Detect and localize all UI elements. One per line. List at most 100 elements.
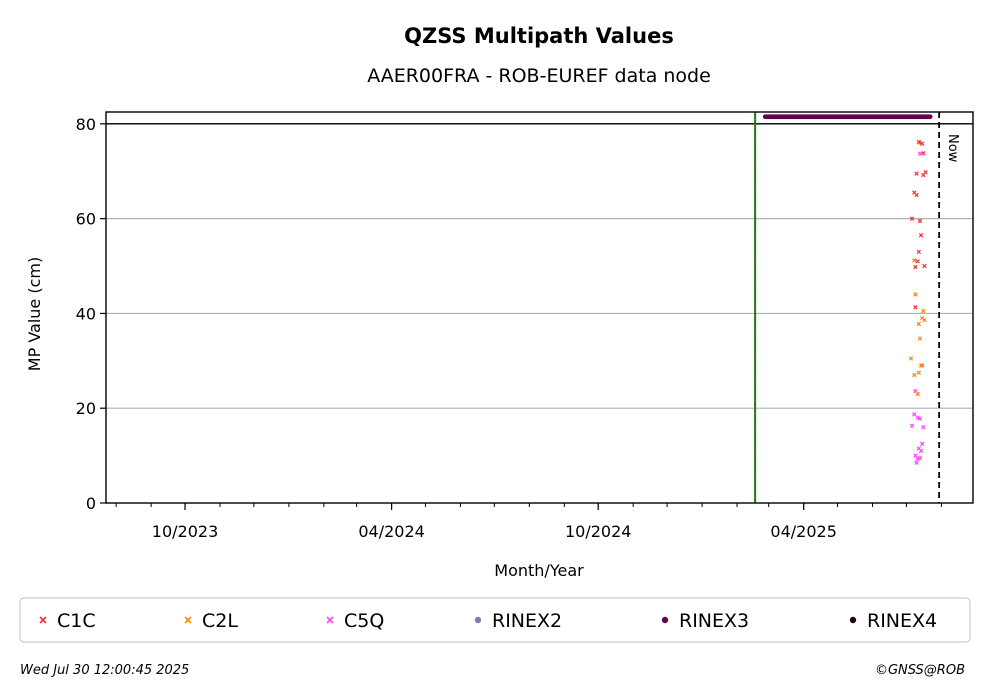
point-c2l-stroke <box>912 372 917 378</box>
legend-label: C5Q <box>344 610 384 632</box>
legend-item-rinex3: RINEX3 <box>661 610 749 632</box>
point-c2l <box>912 258 917 263</box>
point-c1c <box>909 216 915 221</box>
point-c1c-stroke <box>916 249 922 255</box>
chart-title: QZSS Multipath Values <box>404 24 674 48</box>
legend-label: C2L <box>202 610 238 632</box>
y-tick-label: 80 <box>76 115 96 134</box>
legend-label: RINEX2 <box>492 610 562 632</box>
legend-box <box>19 597 971 643</box>
point-c1c-stroke <box>921 151 926 156</box>
point-c2l <box>908 356 914 361</box>
x-axis-label: Month/Year <box>494 561 584 580</box>
point-c5q-stroke <box>912 412 917 417</box>
point-c1c-stroke <box>914 192 919 198</box>
point-c5q <box>909 423 915 428</box>
point-rinex3 <box>927 114 933 120</box>
point-c2l-stroke <box>912 258 917 263</box>
point-c1c <box>923 169 928 175</box>
legend-marker <box>661 616 669 624</box>
y-tick-label: 60 <box>76 210 96 229</box>
point-c5q-stroke <box>919 441 925 446</box>
point-c2l-stroke <box>919 315 925 321</box>
point-c1c <box>913 305 918 310</box>
y-tick-label: 40 <box>76 304 96 323</box>
point-c1c <box>922 263 927 269</box>
point-c1c-stroke <box>915 259 920 264</box>
point-c5q-stroke <box>913 453 918 458</box>
point-c2l <box>916 321 922 327</box>
legend-label: RINEX3 <box>679 610 749 632</box>
point-c5q-stroke <box>919 363 925 368</box>
point-c1c <box>919 141 925 146</box>
legend-marker <box>326 616 334 624</box>
point-c1c <box>914 192 919 198</box>
point-c2l-stroke <box>916 370 922 375</box>
legend-label: C1C <box>57 610 96 632</box>
point-c2l-stroke <box>908 356 914 361</box>
point-c2l <box>913 292 918 297</box>
plot-frame <box>105 111 974 504</box>
point-c5q <box>917 416 923 421</box>
legend-item-c1c: C1C <box>39 610 96 632</box>
legend-item-rinex4: RINEX4 <box>849 610 937 632</box>
legend-marker <box>849 616 857 624</box>
point-c1c <box>913 264 918 270</box>
chart-subtitle: AAER00FRA - ROB-EUREF data node <box>367 65 711 87</box>
point-c2l-stroke <box>915 391 920 397</box>
legend-label: RINEX4 <box>867 610 937 632</box>
x-tick-label: 04/2025 <box>770 522 836 541</box>
point-c5q-stroke <box>918 448 924 454</box>
point-c5q-stroke <box>913 388 918 394</box>
point-c1c <box>914 171 919 176</box>
point-c5q <box>918 448 924 454</box>
point-c1c-stroke <box>914 171 919 176</box>
now-label: Now <box>945 134 960 163</box>
point-c5q <box>913 453 918 458</box>
point-c1c <box>916 249 922 255</box>
point-c1c <box>916 139 922 145</box>
point-c2l <box>921 308 926 314</box>
point-c2l <box>922 317 927 323</box>
point-c5q <box>914 460 919 465</box>
point-c2l <box>912 372 917 378</box>
point-c5q <box>919 441 925 446</box>
x-tick-label: 04/2024 <box>358 522 424 541</box>
legend-item-rinex2: RINEX2 <box>474 610 562 632</box>
point-c2l-stroke <box>916 321 922 327</box>
point-c2l <box>916 370 922 375</box>
point-c1c <box>917 218 923 224</box>
y-tick-label: 0 <box>86 494 96 513</box>
point-c5q <box>917 151 923 156</box>
point-c5q <box>912 412 917 417</box>
point-c1c-stroke <box>913 264 918 270</box>
point-c5q-stroke <box>916 446 922 451</box>
point-c1c-stroke <box>916 139 922 145</box>
point-c2l <box>915 391 920 397</box>
point-c5q-stroke <box>917 151 923 156</box>
point-c2l-stroke <box>921 308 926 314</box>
point-c1c-stroke <box>913 305 918 310</box>
point-c2l-stroke <box>918 363 924 368</box>
point-c2l <box>917 336 923 341</box>
point-c1c-stroke <box>918 232 924 238</box>
point-c1c-stroke <box>923 169 928 175</box>
point-c2l-stroke <box>922 317 927 323</box>
legend-marker <box>184 616 192 624</box>
footer-copyright: ©GNSS@ROB <box>875 663 965 678</box>
footer-timestamp: Wed Jul 30 12:00:45 2025 <box>20 663 189 678</box>
point-c1c-stroke <box>922 263 927 269</box>
point-c1c-stroke <box>912 190 917 195</box>
point-c1c <box>918 232 924 238</box>
point-c5q-stroke <box>917 416 923 421</box>
point-c5q <box>917 455 923 461</box>
y-tick-label: 20 <box>76 399 96 418</box>
point-c5q-stroke <box>914 460 919 465</box>
x-tick-label: 10/2023 <box>152 522 218 541</box>
point-c2l <box>918 363 924 368</box>
point-c5q-stroke <box>909 423 915 428</box>
legend-marker <box>474 616 482 624</box>
legend-item-c2l: C2L <box>184 610 238 632</box>
point-c5q-stroke <box>915 415 920 420</box>
